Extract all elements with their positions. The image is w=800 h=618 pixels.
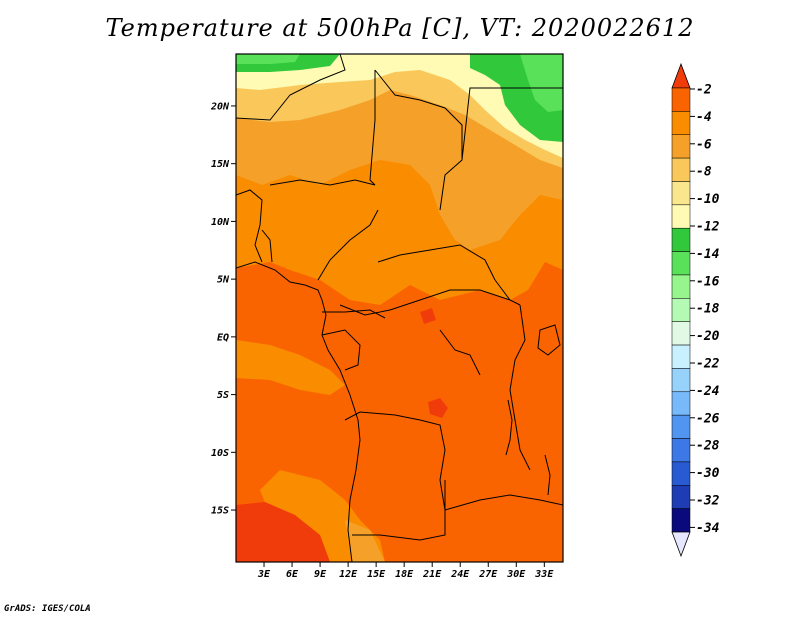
border-sudan bbox=[461, 87, 563, 161]
lon-tick-label: 6E bbox=[286, 569, 299, 580]
lat-tick-label: 15N bbox=[211, 159, 230, 170]
colorbar-box bbox=[671, 274, 691, 299]
lat-tick-label: 15S bbox=[211, 506, 229, 517]
lon-tick-label: 18E bbox=[395, 569, 414, 580]
border-libya-chad bbox=[374, 69, 463, 211]
field-band-16 bbox=[236, 54, 300, 64]
colorbar-box bbox=[671, 157, 691, 182]
colorbar-label: -2 bbox=[696, 83, 712, 98]
lake-victoria bbox=[537, 324, 561, 356]
colorbar-top-arrow bbox=[671, 62, 691, 89]
border-chad-niger bbox=[369, 70, 376, 186]
colorbar-box bbox=[671, 204, 691, 229]
river-drc bbox=[439, 329, 481, 376]
colorbar-box bbox=[671, 344, 691, 369]
colorbar-label: -14 bbox=[696, 247, 720, 262]
latitude-axis: 20N 15N 10N 5N EQ 5S 10S 15S bbox=[210, 101, 236, 517]
border-zambia bbox=[444, 494, 563, 511]
field-band-2-north bbox=[420, 308, 436, 324]
colorbar-box bbox=[671, 391, 691, 416]
border-west-africa bbox=[236, 189, 263, 263]
colorbar-label: -4 bbox=[696, 110, 712, 125]
field-band-12 bbox=[236, 54, 563, 158]
colorbar-label: -20 bbox=[696, 329, 720, 344]
lon-tick-label: 24E bbox=[450, 569, 470, 580]
colorbar-label: -22 bbox=[696, 357, 720, 372]
colorbar-label: -18 bbox=[696, 302, 720, 317]
colorbar-label: -12 bbox=[696, 220, 720, 235]
lon-tick-label: 21E bbox=[422, 569, 442, 580]
lon-tick-label: 9E bbox=[314, 569, 327, 580]
border-angola-zambia bbox=[352, 480, 446, 541]
lat-tick-label: 5S bbox=[217, 390, 229, 401]
colorbar-box bbox=[671, 368, 691, 393]
colorbar-box bbox=[671, 87, 691, 112]
colorbar-box bbox=[671, 508, 691, 533]
colorbar-box bbox=[671, 414, 691, 439]
colorbar-label: -28 bbox=[696, 439, 720, 454]
credit-text: GrADS: IGES/COLA bbox=[4, 604, 91, 614]
lat-tick-label: 5N bbox=[217, 275, 230, 286]
lake-malawi bbox=[544, 454, 551, 496]
colorbar-label: -34 bbox=[696, 521, 720, 536]
colorbar-label: -10 bbox=[696, 192, 720, 207]
colorbar-box bbox=[671, 461, 691, 486]
lon-tick-label: 12E bbox=[339, 569, 358, 580]
colorbar-box bbox=[671, 227, 691, 252]
temperature-field bbox=[236, 54, 563, 562]
colorbar-box bbox=[671, 438, 691, 463]
border-chad-car bbox=[377, 244, 496, 281]
lat-tick-label: EQ bbox=[217, 332, 229, 343]
coastline-west bbox=[236, 261, 361, 562]
field-band-6-sw bbox=[236, 340, 345, 395]
lon-tick-label: 27E bbox=[478, 569, 498, 580]
colorbar-bottom-arrow bbox=[671, 531, 691, 558]
field-band-2-sw bbox=[236, 502, 330, 562]
colorbar-box bbox=[671, 485, 691, 509]
colorbar-label: -32 bbox=[696, 494, 720, 509]
lake-tanganyika bbox=[505, 399, 513, 456]
border-gabon bbox=[321, 329, 361, 371]
lon-tick-label: 15E bbox=[367, 569, 386, 580]
colorbar-box bbox=[671, 111, 691, 135]
lat-tick-label: 10S bbox=[211, 448, 229, 459]
colorbar-label: -16 bbox=[696, 274, 720, 289]
border-cameroon-south bbox=[322, 309, 386, 319]
colorbar-box bbox=[671, 251, 691, 276]
colorbar-box bbox=[671, 321, 691, 346]
lon-tick-label: 30E bbox=[506, 569, 526, 580]
longitude-axis: 3E 6E 9E 12E 15E 18E 21E 24E 27E 30E 33E bbox=[257, 562, 554, 580]
colorbar: -2 -4 -6 -8 -10 -12 -14 -16 -18 -20 -22 -24 -26 -28 -3… bbox=[671, 62, 720, 558]
country-borders bbox=[236, 54, 563, 562]
colorbar-label: -8 bbox=[696, 165, 712, 180]
border-drc-east bbox=[494, 279, 521, 306]
colorbar-label: -24 bbox=[696, 384, 720, 399]
field-band-16-east bbox=[520, 54, 563, 112]
colorbar-label: -30 bbox=[696, 466, 720, 481]
lat-tick-label: 20N bbox=[210, 101, 230, 112]
border-car-congo bbox=[339, 289, 511, 316]
border-drc-angola bbox=[344, 411, 446, 511]
colorbar-label: -6 bbox=[696, 137, 712, 152]
lat-tick-label: 10N bbox=[211, 217, 230, 228]
lon-tick-label: 3E bbox=[257, 569, 271, 580]
field-band-8-south bbox=[345, 520, 385, 562]
colorbar-box bbox=[671, 181, 691, 206]
colorbar-box bbox=[671, 298, 691, 322]
map-frame bbox=[235, 53, 564, 563]
lon-tick-label: 33E bbox=[534, 569, 554, 580]
border-benin-togo bbox=[261, 229, 273, 263]
colorbar-box bbox=[671, 134, 691, 159]
field-band-2-central bbox=[428, 398, 448, 418]
border-nigeria-cameroon bbox=[317, 209, 379, 281]
border-algeria-libya-niger bbox=[236, 54, 346, 121]
border-east-lakes bbox=[509, 304, 531, 471]
colorbar-label: -26 bbox=[696, 411, 720, 426]
map-title: Temperature at 500hPa [C], VT: 202002261… bbox=[105, 14, 695, 42]
border-niger-nigeria bbox=[269, 179, 376, 186]
